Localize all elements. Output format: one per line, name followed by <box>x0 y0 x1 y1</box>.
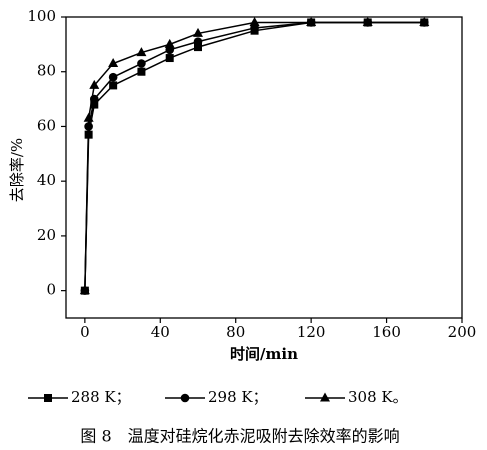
series-line <box>84 21 425 291</box>
caption: 图 8 温度对硅烷化赤泥吸附去除效率的影响 <box>80 427 399 446</box>
marker <box>136 47 147 57</box>
y-axis-label: 去除率/% <box>8 138 26 202</box>
legend-label: 288 K； <box>71 388 131 406</box>
legend-marker <box>180 393 190 403</box>
y-tick-label: 60 <box>37 116 56 134</box>
marker <box>137 67 146 76</box>
marker <box>109 81 118 90</box>
plot-frame <box>65 16 463 319</box>
series-line <box>84 21 425 291</box>
x-tick-label: 80 <box>226 323 245 341</box>
y-tick-label: 40 <box>37 171 56 189</box>
marker <box>83 112 94 122</box>
marker <box>249 16 260 26</box>
x-tick-label: 40 <box>151 323 170 341</box>
y-tick-label: 0 <box>46 281 56 299</box>
marker <box>193 37 203 46</box>
marker <box>419 16 430 26</box>
marker <box>108 58 119 68</box>
x-tick-label: 0 <box>80 323 90 341</box>
marker <box>194 43 202 52</box>
marker <box>137 59 146 68</box>
marker <box>165 54 174 63</box>
marker <box>164 38 175 48</box>
legend-label: 308 K。 <box>348 388 408 406</box>
y-tick-label: 20 <box>37 226 56 244</box>
y-tick-label: 80 <box>37 62 56 80</box>
x-tick-label: 200 <box>448 323 477 341</box>
marker <box>193 27 203 37</box>
marker <box>306 16 317 26</box>
x-axis-label: 时间/min <box>230 345 298 363</box>
legend-marker <box>320 392 330 402</box>
marker <box>89 79 100 89</box>
marker <box>362 16 373 26</box>
series-line <box>84 21 425 291</box>
y-tick-label: 100 <box>27 7 56 25</box>
marker <box>90 100 99 109</box>
legend-marker <box>44 394 52 402</box>
legend-label: 298 K； <box>208 388 268 406</box>
marker <box>108 72 118 82</box>
x-tick-label: 160 <box>372 323 401 341</box>
x-tick-label: 120 <box>297 323 326 341</box>
marker <box>79 285 90 295</box>
